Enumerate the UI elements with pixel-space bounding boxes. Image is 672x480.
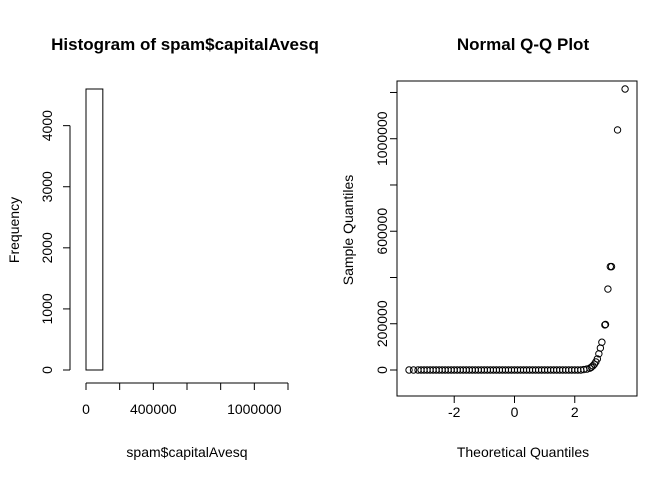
histogram-y-label: Frequency: [6, 197, 22, 263]
qq-x-tick-label: 0: [511, 404, 519, 420]
qq-plot-frame: [396, 80, 638, 397]
qq-y-tick-label: 1000000: [374, 111, 390, 166]
histogram-bar: [85, 88, 104, 371]
histogram-title: Histogram of spam$capitalAvesq: [51, 35, 319, 54]
qq-y-axis: 0 200000 600000 1000000: [374, 91, 397, 374]
histogram-x-tick-label: 0: [82, 401, 90, 417]
histogram-y-axis: 0 1000 2000 3000 4000: [39, 110, 71, 374]
qq-point: [601, 320, 610, 329]
histogram-x-tick-label: 1000000: [227, 401, 282, 417]
histogram-panel: Histogram of spam$capitalAvesq 0 400000 10…: [6, 35, 319, 460]
qq-y-tick-label: 600000: [374, 208, 390, 255]
histogram-y-tick-label: 0: [39, 366, 55, 374]
qq-x-axis: -2 0 2: [448, 396, 579, 420]
histogram-y-tick-label: 3000: [39, 171, 55, 202]
qq-point: [598, 338, 606, 346]
qq-x-label: Theoretical Quantiles: [457, 444, 589, 460]
qq-x-tick-label: 2: [571, 404, 579, 420]
qq-x-tick-label: -2: [448, 404, 461, 420]
histogram-y-tick-label: 1000: [39, 293, 55, 324]
qq-point: [593, 355, 602, 363]
qq-point: [405, 366, 413, 374]
histogram-x-label: spam$capitalAvesq: [126, 444, 247, 460]
qq-y-label: Sample Quantiles: [340, 175, 356, 286]
qq-point: [607, 262, 616, 271]
histogram-x-tick-label: 400000: [130, 401, 177, 417]
qq-point: [583, 365, 591, 373]
qq-y-tick-label: 200000: [374, 300, 390, 347]
histogram-x-axis: 0 400000 1000000: [82, 382, 289, 417]
qq-point: [604, 285, 612, 293]
histogram-y-tick-label: 2000: [39, 232, 55, 263]
qq-title: Normal Q-Q Plot: [457, 35, 590, 54]
histogram-bars: [85, 88, 104, 371]
qq-point: [621, 85, 629, 93]
qq-points: [405, 85, 629, 374]
qq-point: [409, 366, 418, 374]
histogram-y-tick-label: 4000: [39, 110, 55, 141]
qq-y-tick-label: 0: [374, 366, 390, 374]
qq-panel: Normal Q-Q Plot -2 0 2 0 200000 600000 100000…: [340, 35, 638, 460]
qq-point: [613, 126, 622, 134]
